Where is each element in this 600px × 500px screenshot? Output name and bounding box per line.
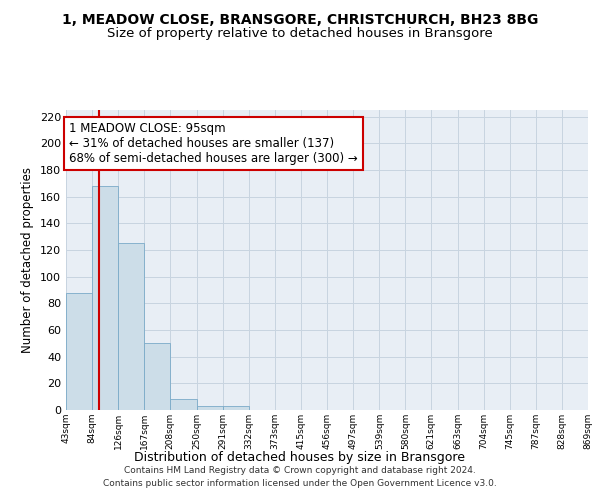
Bar (92, 186, 118, 410)
Bar (118, 244, 145, 410)
Text: Distribution of detached houses by size in Bransgore: Distribution of detached houses by size … (134, 451, 466, 464)
Bar (223, 406, 248, 410)
Text: Size of property relative to detached houses in Bransgore: Size of property relative to detached ho… (107, 28, 493, 40)
Text: 1, MEADOW CLOSE, BRANSGORE, CHRISTCHURCH, BH23 8BG: 1, MEADOW CLOSE, BRANSGORE, CHRISTCHURCH… (62, 12, 538, 26)
Y-axis label: Number of detached properties: Number of detached properties (22, 167, 34, 353)
Text: 1 MEADOW CLOSE: 95sqm
← 31% of detached houses are smaller (137)
68% of semi-det: 1 MEADOW CLOSE: 95sqm ← 31% of detached … (69, 122, 358, 165)
Text: Contains HM Land Registry data © Crown copyright and database right 2024.
Contai: Contains HM Land Registry data © Crown c… (103, 466, 497, 487)
Bar (170, 400, 197, 410)
Bar (66, 292, 92, 410)
Bar (145, 344, 170, 410)
Bar (197, 406, 223, 410)
